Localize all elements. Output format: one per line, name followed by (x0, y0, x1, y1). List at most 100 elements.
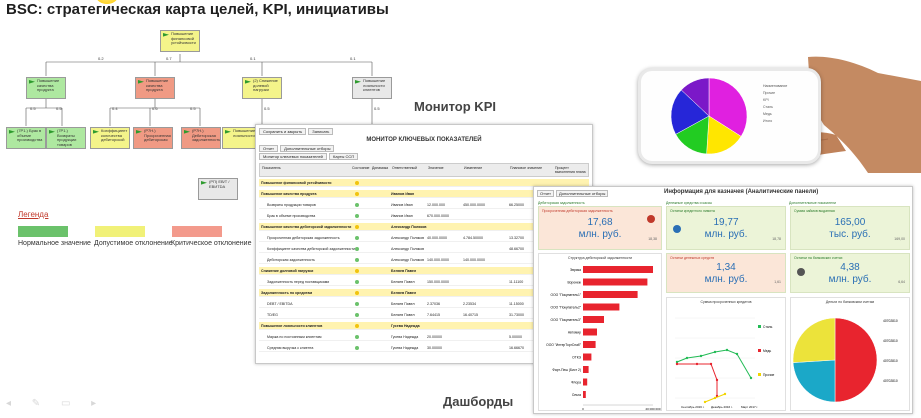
tile-loans-issued[interactable]: Сумма займов выданная 165,00 тыс. руб. 1… (790, 206, 910, 250)
table-row[interactable]: Маржа по постоянным клиентам Гусева Надеж… (259, 333, 589, 341)
bsc-node-loyalty[interactable]: Повышение лояльности клиентов (352, 77, 392, 99)
bar-mark[interactable] (583, 316, 604, 323)
bsc-node-root[interactable]: Повышение финансовой устойчивости (160, 30, 200, 52)
bsc-node-overdue[interactable]: (Р7Н.) Просроченная дебиторская (133, 127, 173, 149)
legend-title[interactable]: Легенда (18, 210, 49, 219)
tile-overdue-receivables[interactable]: Просроченная дебиторская задолженность 1… (538, 206, 662, 250)
bar-category-label: ООО "ИнтерТоргСнаб" (546, 343, 582, 347)
save-button[interactable]: Записать (308, 128, 334, 135)
bar-mark[interactable] (583, 366, 589, 373)
col-header[interactable]: Плановое значение (510, 166, 543, 170)
bar-mark[interactable] (583, 353, 592, 361)
table-row[interactable]: Повышение качества дебиторской задолженн… (259, 223, 589, 231)
table-row[interactable]: Повышение финансовой устойчивости (259, 179, 589, 187)
kpi-tabs: Отчет Дополнительные отборы (259, 145, 335, 152)
line-point[interactable] (685, 356, 689, 360)
bsc-node-debt[interactable]: (2) Снижение долевой нагрузки (242, 77, 282, 99)
kpi-value-cell: 40.000.0000 (427, 236, 447, 240)
slide-nav-icons[interactable]: ◂ ✎ ▭ ▸ (6, 398, 106, 409)
tile-bank-accounts[interactable]: Остатки на банковских счетах 4,38 млн. р… (790, 253, 910, 293)
col-header[interactable]: Процент выполнения плана (555, 166, 586, 174)
pie-slice[interactable] (792, 317, 836, 363)
line-point[interactable] (725, 348, 729, 352)
table-row[interactable]: Брак в объеме производства Иванов Иван 670… (259, 212, 589, 220)
bsc-node-receivables-ratio[interactable]: Коэффициент количества дебиторской (90, 127, 130, 149)
col-header[interactable]: Состояние (352, 166, 370, 170)
table-row[interactable]: Повышение лояльности клиентов Гусева Наде… (259, 322, 589, 330)
phone-device: Наименование Прочие KPI Сталь Медь Итого (638, 68, 821, 164)
table-row[interactable]: Задолженность по кредитам Беляев Павел (259, 289, 589, 297)
line-point[interactable] (723, 392, 727, 396)
line-point[interactable] (703, 400, 707, 404)
dash-tab-report[interactable]: Отчет (537, 190, 554, 197)
line-point[interactable] (735, 352, 739, 356)
kpi-responsible-cell: Беляев Павел (391, 291, 417, 295)
bsc-node-quality[interactable]: Повышение качества продукта (26, 77, 66, 99)
tile-value: 1,34 (716, 262, 736, 273)
col-header[interactable]: Ответственный (392, 166, 417, 170)
legend-swatch-critical (172, 226, 222, 237)
bar-chart-canvas: Эврика Воронеж ООО "Покупатель1" ООО "Покуп… (546, 266, 661, 411)
kpi-value-cell: 30.00000 (427, 346, 442, 350)
bar-mark[interactable] (583, 278, 648, 286)
table-row[interactable]: TD/EG Беляев Павел 7.64415 16.40715 31.73000 (259, 311, 589, 319)
line-point[interactable] (713, 396, 717, 400)
phone-legend-item: Сталь (763, 105, 773, 109)
kpi-name-cell: Маржа по постоянным клиентам (267, 335, 322, 339)
kpi-responsible-cell: Иванов Иван (391, 192, 415, 196)
phone-pie-slice[interactable] (680, 77, 710, 117)
line-point[interactable] (699, 354, 703, 358)
bar-mark[interactable] (583, 378, 588, 386)
bar-mark[interactable] (583, 391, 586, 398)
bar-mark[interactable] (583, 328, 597, 336)
save-close-button[interactable]: Сохранить и закрыть (259, 128, 307, 135)
bsc-node-receivables-total[interactable]: (Р7Н.) Дебиторская задолженность (181, 127, 221, 149)
bar-mark[interactable] (583, 341, 596, 348)
line-point[interactable] (709, 362, 713, 366)
line-series[interactable] (677, 363, 718, 396)
phone-pie-slice[interactable] (670, 89, 710, 135)
table-row[interactable]: Повышение качества продукта Иванов Иван (259, 190, 589, 198)
bsc-node-ebitda[interactable]: (РП) ЕВ/Т / ЕВИТDА (198, 178, 238, 200)
table-row[interactable]: Задолженность перед поставщиками Беляев П… (259, 278, 589, 286)
tab-kpi-monitor[interactable]: Монитор ключевых показателей (259, 153, 327, 160)
col-header[interactable]: Значение (428, 166, 444, 170)
bar-mark[interactable] (583, 266, 653, 273)
table-row[interactable]: Снижение долговой нагрузки Беляев Павел (259, 267, 589, 275)
line-point[interactable] (749, 376, 753, 380)
phone-legend: Наименование Прочие KPI Сталь Медь Итого (763, 83, 787, 125)
table-row[interactable]: Возвраты продукции товаров Иванов Иван 12.… (259, 201, 589, 209)
bar-mark[interactable] (583, 303, 620, 311)
line-x-tick: Март 2017 г. (741, 405, 758, 409)
col-header[interactable]: Динамика (372, 166, 389, 170)
table-row[interactable]: Средняя выручка с клиента Гусева Надежда 3… (259, 344, 589, 352)
col-header[interactable]: Показатель (262, 166, 281, 170)
line-point[interactable] (715, 378, 719, 382)
tile-side-value: 6,64 (898, 280, 905, 284)
col-header[interactable]: Изменение (464, 166, 483, 170)
tile-credit-limit[interactable]: Остатки кредитного лимита 19,77 млн. руб… (666, 206, 786, 250)
tab-bsc-maps[interactable]: Карты ССП (329, 153, 359, 160)
tab-report[interactable]: Отчет (259, 145, 278, 152)
table-row[interactable]: Коэффициент качества дебиторской задолже… (259, 245, 589, 253)
bar-mark[interactable] (583, 291, 638, 298)
bsc-node-defects[interactable]: (7Р1.) Брак в объеме производства (6, 127, 46, 149)
tile-cash-balance[interactable]: Остатки денежных средств 1,34 млн. руб. … (666, 253, 786, 293)
status-indicator-icon (355, 258, 359, 262)
table-row[interactable]: Просроченная дебиторская задолженность Ал… (259, 234, 589, 242)
bar-category-label: Фарт-Пеш (Бист 2) (552, 368, 581, 372)
pie-slice[interactable] (834, 317, 878, 403)
pie-chart-canvas: 40702810 40702810 40702810 40702810 (792, 317, 898, 403)
tab-filters[interactable]: Дополнительные отборы (280, 145, 335, 152)
line-point[interactable] (675, 362, 679, 366)
table-row[interactable]: DEBT / EBITDA Беляев Павел 2.37036 2.23534 1… (259, 300, 589, 308)
pie-slice[interactable] (792, 359, 836, 403)
bsc-node-receivables[interactable]: Повышение качества продукта (135, 77, 175, 99)
kpi-responsible-cell: Александр Поляков (391, 225, 427, 229)
dash-tab-filters[interactable]: Дополнительные отборы (556, 190, 609, 197)
table-row[interactable]: Дебиторская задолженность Александр Поляк… (259, 256, 589, 264)
line-point[interactable] (675, 360, 679, 364)
line-point[interactable] (695, 362, 699, 366)
bsc-node-returns[interactable]: (7Р1.) Возвраты продукции товаров (46, 127, 86, 149)
line-point[interactable] (713, 350, 717, 354)
